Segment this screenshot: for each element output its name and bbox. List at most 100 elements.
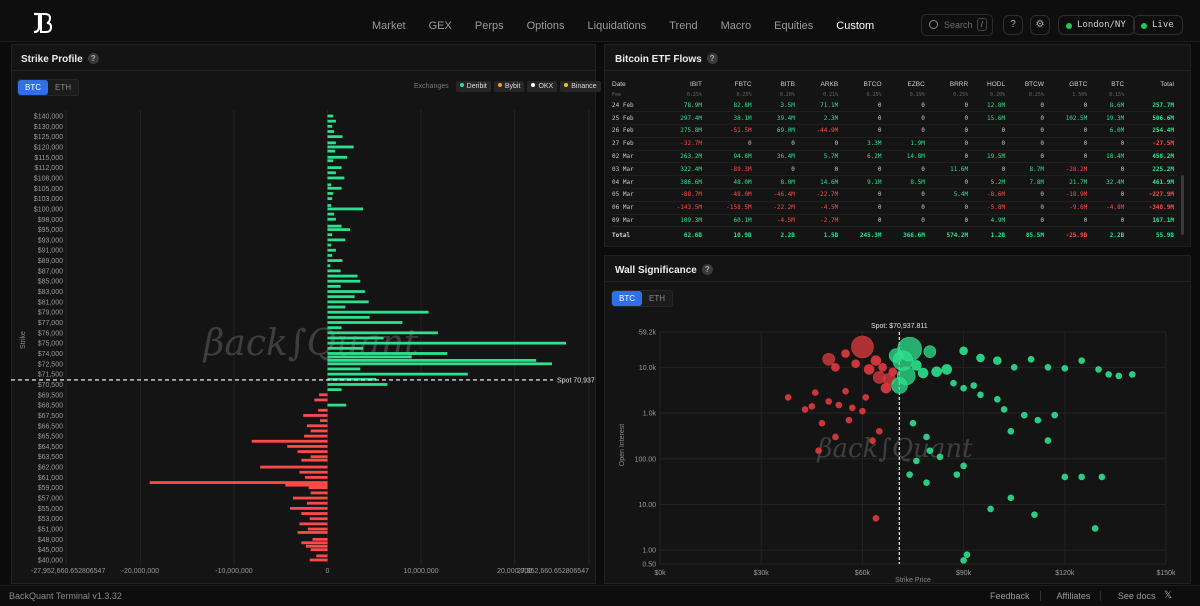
table-cell: 09 Mar	[612, 214, 656, 228]
table-cell: -4.5M	[754, 214, 798, 228]
strike-bar	[327, 253, 333, 257]
table-cell: 225.2M	[1127, 162, 1177, 177]
column-header[interactable]: BTCW	[1024, 80, 1044, 88]
nav-trend[interactable]: Trend	[669, 20, 698, 32]
table-cell: 0	[927, 150, 972, 164]
table-cell: 0	[971, 124, 1009, 138]
tab-btc[interactable]: BTC	[612, 291, 642, 306]
call-wall-point	[959, 346, 968, 356]
table-cell: Fee	[612, 91, 622, 98]
column-header[interactable]: BTC	[1111, 80, 1125, 88]
search-input[interactable]: Search /	[921, 14, 993, 36]
strike-bar	[327, 367, 361, 371]
help-icon[interactable]: ?	[87, 53, 99, 64]
docs-link[interactable]: See docs	[1117, 591, 1156, 601]
nav-custom[interactable]: Custom	[836, 20, 875, 32]
call-wall-point	[994, 395, 1001, 403]
tab-btc[interactable]: BTC	[18, 80, 48, 95]
settings-button[interactable]: ⚙	[1030, 15, 1050, 35]
strike-bar	[310, 548, 328, 552]
nav-equities[interactable]: Equities	[774, 20, 814, 32]
x-tick-label: 20,000,000	[497, 568, 532, 575]
table-cell: 0.25%	[953, 91, 969, 98]
table-cell: 0	[841, 124, 885, 138]
nav-options[interactable]: Options	[526, 20, 565, 32]
column-header[interactable]: FBTC	[734, 80, 752, 88]
column-header[interactable]: Total	[1160, 80, 1174, 88]
call-wall-point	[926, 447, 934, 455]
strike-bar	[327, 315, 370, 319]
wall-significance-chart[interactable]: $0k $30k $60k $90k $120k $150k 59.2k 10.0k 1.0k 1…	[605, 315, 1190, 584]
strike-bar	[327, 274, 358, 278]
column-header[interactable]: BRRR	[949, 80, 969, 88]
column-header[interactable]: BITB	[780, 80, 795, 88]
y-tick-label: $76,000	[38, 330, 63, 337]
y-tick-label: $91,000	[38, 248, 63, 255]
strike-profile-chart[interactable]: -27,952,660.652806547 -20,000,000 -10,000,…	[11, 100, 596, 582]
y-tick-label: $53,000	[38, 516, 63, 523]
exchange-chip-deribit[interactable]: Deribit	[455, 81, 491, 92]
table-header: Date IBIT FBTC BITB ARKB BTCO EZBC BRRR HODL BTCW…	[612, 78, 1177, 90]
call-wall-point	[1095, 366, 1102, 373]
strike-bar	[292, 496, 328, 500]
y-tick-label: $68,500	[38, 403, 63, 410]
column-header[interactable]: GBTC	[1069, 80, 1088, 88]
strike-bar	[327, 300, 369, 304]
y-tick-label: $98,000	[38, 217, 63, 224]
backquant-logo[interactable]	[30, 12, 54, 34]
exchange-chip-okx[interactable]: OKX	[527, 81, 558, 92]
nav-gex[interactable]: GEX	[428, 20, 452, 32]
strike-bar	[327, 135, 343, 139]
column-header[interactable]: HODL	[987, 80, 1006, 88]
call-wall-point	[1031, 511, 1038, 518]
help-button[interactable]: ?	[1003, 15, 1023, 35]
table-cell: 0	[1090, 188, 1128, 202]
call-wall-point	[1115, 372, 1123, 380]
y-tick-label: $70,500	[38, 382, 63, 389]
column-header[interactable]: EZBC	[907, 80, 925, 88]
column-header[interactable]: Date	[612, 80, 626, 88]
tab-eth[interactable]: ETH	[55, 83, 71, 92]
table-cell: 55.9B	[1127, 226, 1177, 243]
table-cell: -46.4M	[754, 188, 798, 202]
nav-market[interactable]: Market	[372, 20, 406, 32]
tab-eth[interactable]: ETH	[649, 294, 665, 303]
table-scrollbar[interactable]	[1181, 175, 1184, 235]
help-icon[interactable]: ?	[701, 264, 713, 275]
table-cell: -88.7M	[655, 188, 705, 202]
help-icon[interactable]: ?	[706, 53, 718, 64]
strike-bar	[327, 183, 332, 187]
nav-liquidations[interactable]: Liquidations	[587, 20, 647, 32]
exchange-chip-bybit[interactable]: Bybit	[493, 81, 525, 92]
strike-bar	[327, 186, 342, 190]
table-cell: 15.6M	[971, 111, 1009, 126]
strike-bar	[299, 522, 328, 526]
table-cell: -51.5M	[704, 124, 755, 138]
table-cell: 5.2M	[971, 175, 1009, 190]
table-cell: 0	[884, 111, 928, 126]
main-nav: Market GEX Perps Options Liquidations Tr…	[372, 20, 897, 32]
column-header[interactable]: ARKB	[820, 80, 839, 88]
affiliates-link[interactable]: Affiliates	[1056, 591, 1102, 601]
live-status[interactable]: Live	[1133, 15, 1183, 35]
table-cell: 254.4M	[1127, 124, 1177, 138]
y-tick-label: $61,000	[38, 475, 63, 482]
call-wall-point	[1010, 364, 1018, 371]
put-wall-point	[784, 394, 792, 401]
column-header[interactable]: IBIT	[690, 80, 702, 88]
nav-macro[interactable]: Macro	[720, 20, 752, 32]
table-cell: 5.4M	[927, 188, 972, 202]
strike-bar	[306, 501, 328, 505]
call-wall-point	[950, 379, 957, 387]
nav-perps[interactable]: Perps	[474, 20, 504, 32]
column-header[interactable]: BTCO	[863, 80, 882, 88]
x-icon[interactable]: 𝕏	[1164, 590, 1173, 601]
strike-bar	[310, 491, 328, 495]
table-cell: 27 Feb	[612, 137, 656, 151]
y-tick-label: $67,500	[38, 413, 63, 420]
strike-bar	[327, 305, 346, 309]
strike-bar	[310, 455, 328, 459]
exchange-chip-binance[interactable]: Binance	[560, 81, 601, 92]
feedback-link[interactable]: Feedback	[990, 591, 1041, 601]
timezone-selector[interactable]: London/NY	[1058, 15, 1135, 35]
